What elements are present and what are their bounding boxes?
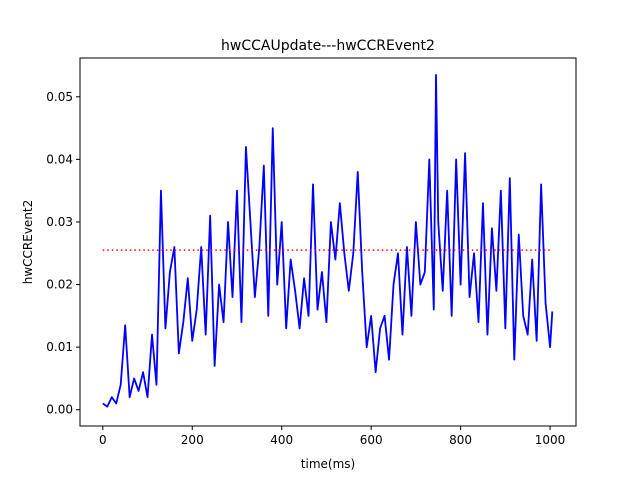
y-tick-label: 0.04 [46,152,73,166]
y-tick-label: 0.05 [46,90,73,104]
y-tick-label: 0.03 [46,215,73,229]
y-tick-label: 0.01 [46,340,73,354]
x-tick-label: 400 [270,433,293,447]
y-tick-label: 0.00 [46,403,73,417]
x-axis-label: time(ms) [301,457,355,471]
x-tick-label: 1000 [535,433,566,447]
y-axis-label: hwCCREvent2 [21,200,35,285]
data-line [102,74,554,408]
y-tick-label: 0.02 [46,278,73,292]
x-tick-label: 600 [360,433,383,447]
x-tick-label: 0 [99,433,107,447]
chart-title: hwCCAUpdate---hwCCREvent2 [221,38,435,54]
x-tick-label: 800 [449,433,472,447]
x-tick-label: 200 [181,433,204,447]
plot-frame [79,57,577,427]
